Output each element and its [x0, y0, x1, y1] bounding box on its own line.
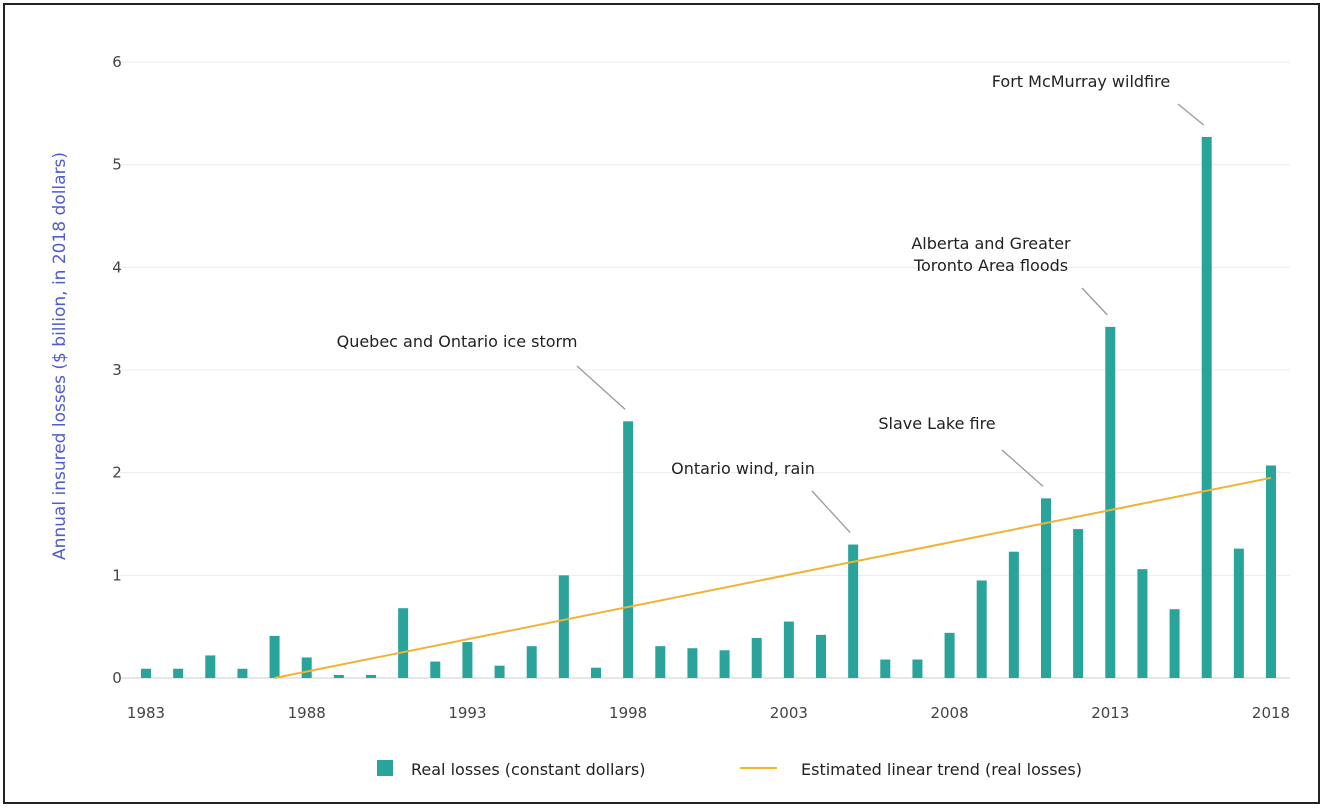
x-tick-label: 1988: [288, 704, 326, 722]
annotation-leader: [1177, 103, 1205, 126]
bar: [1169, 609, 1180, 678]
bar: [301, 657, 312, 678]
bar: [173, 668, 184, 678]
bar: [526, 646, 537, 678]
x-tick-label: 2018: [1252, 704, 1290, 722]
bar: [1041, 498, 1051, 678]
y-tick-label: 3: [112, 361, 122, 379]
annotation-label: Ontario wind, rain: [671, 459, 815, 478]
x-tick-label: 2008: [930, 704, 968, 722]
bar: [558, 575, 569, 678]
bar: [141, 668, 151, 678]
gridlines: [120, 61, 1290, 679]
x-tick-label: 2013: [1091, 704, 1129, 722]
bar: [1233, 548, 1244, 678]
annotation-label: Slave Lake fire: [878, 414, 995, 433]
annotations: Quebec and Ontario ice storm Ontario wind…: [337, 72, 1205, 533]
bar: [880, 659, 891, 678]
x-tick-label: 1998: [609, 704, 647, 722]
legend: Real losses (constant dollars) Estimated…: [377, 760, 1082, 779]
bar: [912, 659, 923, 678]
annotation-leader: [1001, 449, 1044, 487]
y-tick-label: 4: [112, 258, 122, 276]
bar: [1266, 465, 1276, 678]
bar: [237, 668, 248, 678]
legend-label-real-losses: Real losses (constant dollars): [411, 760, 645, 779]
bar: [1137, 569, 1148, 678]
annotation-leader: [576, 365, 626, 410]
bar: [269, 635, 280, 678]
y-tick-label: 2: [112, 464, 122, 482]
annotation-leader: [1081, 287, 1108, 316]
y-tick-label: 6: [112, 53, 122, 71]
y-tick-label: 1: [112, 566, 122, 584]
y-tick-label: 5: [112, 156, 122, 174]
bar: [366, 674, 376, 678]
bar: [462, 642, 473, 678]
bars: [141, 136, 1276, 679]
bar: [687, 648, 698, 678]
bar: [783, 621, 794, 678]
x-tick-label: 1993: [448, 704, 486, 722]
x-axis-ticks: 1983 1988 1993 1998 2003 2008 2013 2018: [127, 704, 1290, 722]
y-axis-label: Annual insured losses ($ billion, in 201…: [50, 152, 70, 560]
bar: [751, 637, 762, 678]
annotation-label: Quebec and Ontario ice storm: [337, 332, 578, 351]
legend-label-trend: Estimated linear trend (real losses): [801, 760, 1082, 779]
x-tick-label: 2003: [770, 704, 808, 722]
bar: [623, 421, 634, 678]
bar: [1073, 529, 1084, 678]
bar: [719, 650, 730, 678]
legend-swatch-real-losses: [377, 760, 393, 776]
bar: [976, 580, 987, 678]
annotation-label: Fort McMurray wildfire: [992, 72, 1170, 91]
bar: [944, 632, 955, 678]
bar: [591, 667, 601, 678]
annotation-leader: [811, 490, 851, 533]
annotation-label: Alberta and Greater Toronto Area floods: [911, 234, 1071, 275]
bar: [1008, 551, 1019, 678]
bar: [816, 634, 826, 678]
trend-line-segment: [274, 476, 1272, 679]
bar: [398, 608, 409, 678]
y-axis-ticks: 0 1 2 3 4 5 6: [112, 53, 122, 687]
bar: [430, 661, 441, 678]
bar: [1201, 136, 1212, 679]
x-tick-label: 1983: [127, 704, 165, 722]
y-tick-label: 0: [112, 669, 122, 687]
bar: [655, 646, 666, 678]
bar: [494, 665, 505, 678]
bar: [1105, 326, 1116, 678]
bar: [205, 655, 216, 678]
trend-line: [274, 476, 1272, 679]
bar: [848, 544, 859, 678]
bar: [333, 674, 344, 678]
